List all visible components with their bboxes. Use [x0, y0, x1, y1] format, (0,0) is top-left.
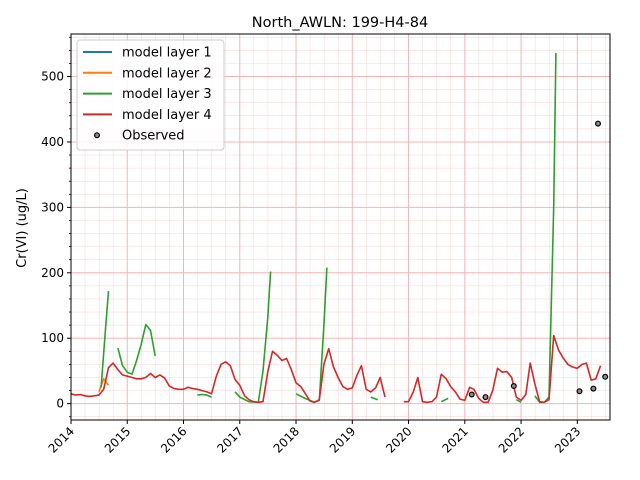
series-line-layer-4	[403, 334, 602, 404]
legend-label: model layer 3	[122, 87, 212, 102]
x-tick-label: 2021	[439, 424, 470, 455]
y-axis-ticks: 0 100 200 300 400 500	[41, 36, 71, 418]
y-tick-label: 300	[41, 200, 64, 214]
series-line-layer-3	[117, 323, 156, 376]
series-line-layer-3	[440, 397, 449, 403]
observed-point	[510, 383, 517, 390]
series-line-layer-2	[98, 377, 110, 393]
series-layer	[70, 52, 602, 404]
observed-point	[576, 388, 583, 395]
observed-point	[602, 373, 609, 380]
x-axis-ticks: 2014 2015 2016 2017 2018 2019 2020 2021 2022 2023	[46, 420, 583, 456]
x-tick-label: 2014	[46, 424, 77, 455]
x-tick-label: 2016	[158, 424, 189, 455]
legend-label: model layer 1	[122, 46, 212, 61]
x-tick-label: 2017	[214, 424, 245, 455]
y-axis-label: Cr(VI) (ug/L)	[15, 188, 30, 268]
observed-point	[468, 391, 475, 398]
series-line-layer-3	[197, 393, 212, 398]
y-tick-label: 500	[41, 70, 64, 84]
observed-point	[594, 120, 601, 127]
series-line-layer-3	[515, 398, 522, 404]
x-tick-label: 2019	[327, 424, 358, 455]
chart-title: North_AWLN: 199-H4-84	[252, 15, 428, 31]
x-tick-label: 2015	[102, 424, 133, 455]
x-tick-label: 2022	[496, 424, 527, 455]
legend-label: model layer 4	[122, 108, 212, 123]
x-tick-label: 2020	[383, 424, 414, 455]
series-line-layer-4	[70, 347, 386, 404]
legend-label: model layer 2	[122, 66, 212, 81]
y-tick-label: 0	[56, 397, 64, 411]
y-tick-label: 100	[41, 331, 64, 345]
x-tick-label: 2023	[552, 424, 583, 455]
plot-frame	[70, 33, 611, 421]
legend-swatch	[93, 132, 100, 139]
legend: model layer 1 model layer 2 model layer 3 m…	[76, 39, 225, 151]
observed-point	[482, 394, 489, 401]
series-line-layer-3	[370, 396, 378, 401]
legend-label: Observed	[122, 129, 185, 144]
y-tick-label: 400	[41, 135, 64, 149]
legend-box	[76, 39, 225, 151]
series-line-layer-3	[100, 291, 110, 388]
x-tick-label: 2018	[271, 424, 302, 455]
observed-point	[590, 385, 597, 392]
observed-points	[468, 120, 609, 401]
y-tick-label: 200	[41, 266, 64, 280]
